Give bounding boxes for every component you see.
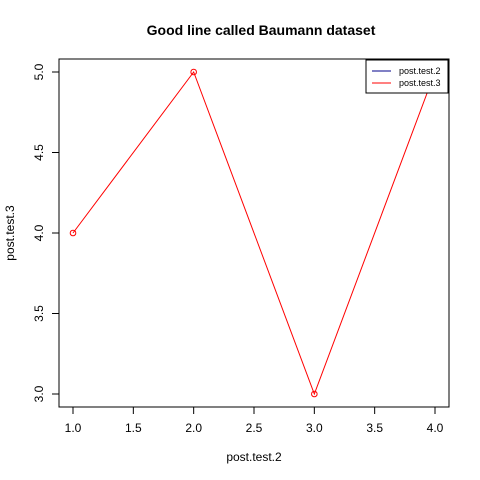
x-tick-label: 1.0	[65, 421, 82, 435]
y-tick-label: 4.0	[32, 224, 46, 241]
legend: post.test.2 post.test.3	[365, 59, 449, 94]
x-tick-label: 4.0	[427, 421, 444, 435]
series-layer	[69, 68, 439, 398]
data-point	[311, 390, 318, 398]
x-tick-label: 2.5	[246, 421, 263, 435]
x-tick-label: 2.0	[185, 421, 202, 435]
y-axis-label: post.test.3	[3, 205, 17, 261]
y-tick-label: 5.0	[32, 63, 46, 80]
x-tick-label: 3.0	[306, 421, 323, 435]
y-tick-label: 3.5	[32, 305, 46, 322]
y-tick-label: 3.0	[32, 385, 46, 402]
y-axis: 3.0 3.5 4.0 4.5 5.0	[32, 63, 60, 402]
x-tick-label: 3.5	[366, 421, 383, 435]
x-tick-label: 1.5	[125, 421, 142, 435]
legend-box	[365, 59, 449, 94]
data-point	[69, 229, 77, 237]
data-point	[190, 68, 197, 76]
legend-label: post.test.3	[399, 78, 441, 88]
x-axis-label: post.test.2	[226, 450, 282, 464]
chart-title: Good line called Baumann dataset	[147, 22, 376, 38]
series-line	[72, 70, 436, 396]
y-tick-label: 4.5	[32, 144, 46, 161]
legend-label: post.test.2	[399, 66, 441, 76]
x-axis: 1.0 1.5 2.0 2.5 3.0 3.5 4.0	[65, 406, 444, 435]
